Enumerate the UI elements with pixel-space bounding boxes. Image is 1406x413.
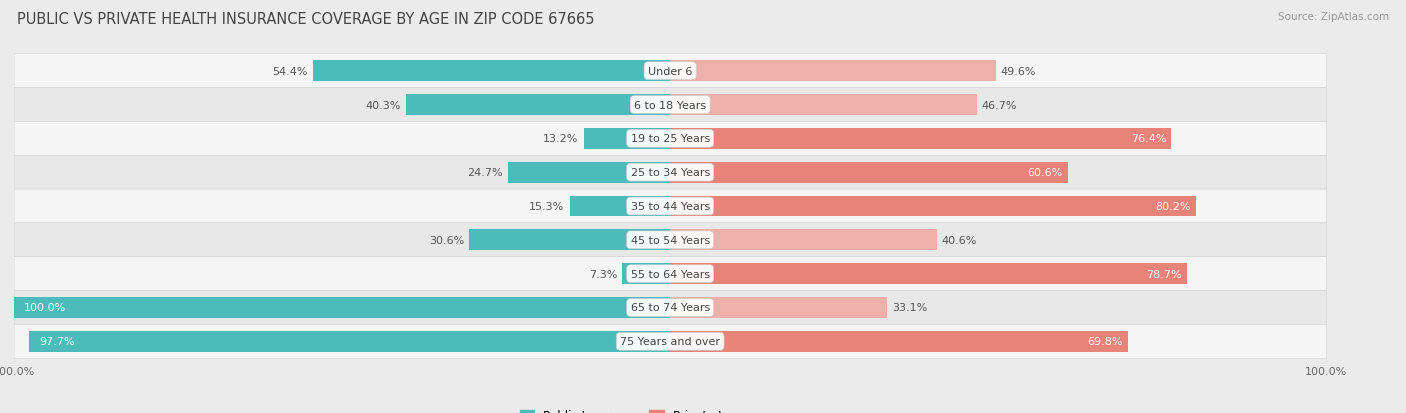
FancyBboxPatch shape <box>14 325 1326 358</box>
Text: 55 to 64 Years: 55 to 64 Years <box>631 269 710 279</box>
Text: 25 to 34 Years: 25 to 34 Years <box>630 168 710 178</box>
Text: 54.4%: 54.4% <box>273 66 308 76</box>
Text: 24.7%: 24.7% <box>467 168 503 178</box>
Bar <box>583 128 671 150</box>
FancyBboxPatch shape <box>14 257 1326 291</box>
Text: PUBLIC VS PRIVATE HEALTH INSURANCE COVERAGE BY AGE IN ZIP CODE 67665: PUBLIC VS PRIVATE HEALTH INSURANCE COVER… <box>17 12 595 27</box>
Text: Source: ZipAtlas.com: Source: ZipAtlas.com <box>1278 12 1389 22</box>
Text: 78.7%: 78.7% <box>1146 269 1181 279</box>
Bar <box>314 61 671 82</box>
Text: 69.8%: 69.8% <box>1087 337 1123 347</box>
Text: 76.4%: 76.4% <box>1130 134 1166 144</box>
Text: 60.6%: 60.6% <box>1028 168 1063 178</box>
Text: 15.3%: 15.3% <box>529 202 565 211</box>
Bar <box>671 95 977 116</box>
Bar <box>671 162 1067 183</box>
FancyBboxPatch shape <box>14 223 1326 257</box>
Text: Under 6: Under 6 <box>648 66 692 76</box>
Text: 100.0%: 100.0% <box>24 303 66 313</box>
Text: 30.6%: 30.6% <box>429 235 464 245</box>
Text: 35 to 44 Years: 35 to 44 Years <box>630 202 710 211</box>
FancyBboxPatch shape <box>14 88 1326 122</box>
Text: 97.7%: 97.7% <box>39 337 75 347</box>
Bar <box>671 297 887 318</box>
Text: 40.3%: 40.3% <box>366 100 401 110</box>
Text: 33.1%: 33.1% <box>893 303 928 313</box>
Bar <box>671 196 1197 217</box>
Bar <box>671 61 995 82</box>
FancyBboxPatch shape <box>14 55 1326 88</box>
Text: 80.2%: 80.2% <box>1156 202 1191 211</box>
Bar <box>470 230 671 251</box>
Text: 45 to 54 Years: 45 to 54 Years <box>630 235 710 245</box>
FancyBboxPatch shape <box>14 291 1326 325</box>
Text: 75 Years and over: 75 Years and over <box>620 337 720 347</box>
Bar <box>406 95 671 116</box>
Legend: Public Insurance, Private Insurance: Public Insurance, Private Insurance <box>515 404 780 413</box>
Bar <box>30 331 671 352</box>
Text: 49.6%: 49.6% <box>1001 66 1036 76</box>
Text: 65 to 74 Years: 65 to 74 Years <box>630 303 710 313</box>
FancyBboxPatch shape <box>14 190 1326 223</box>
Bar <box>671 230 936 251</box>
Bar <box>508 162 671 183</box>
FancyBboxPatch shape <box>14 122 1326 156</box>
Bar <box>671 263 1187 285</box>
Bar <box>623 263 671 285</box>
Text: 7.3%: 7.3% <box>589 269 617 279</box>
Bar <box>569 196 671 217</box>
Text: 13.2%: 13.2% <box>543 134 578 144</box>
Bar <box>671 331 1128 352</box>
Bar <box>14 297 671 318</box>
Text: 19 to 25 Years: 19 to 25 Years <box>630 134 710 144</box>
FancyBboxPatch shape <box>14 156 1326 190</box>
Bar <box>671 128 1171 150</box>
Text: 6 to 18 Years: 6 to 18 Years <box>634 100 706 110</box>
Text: 40.6%: 40.6% <box>942 235 977 245</box>
Text: 46.7%: 46.7% <box>981 100 1018 110</box>
